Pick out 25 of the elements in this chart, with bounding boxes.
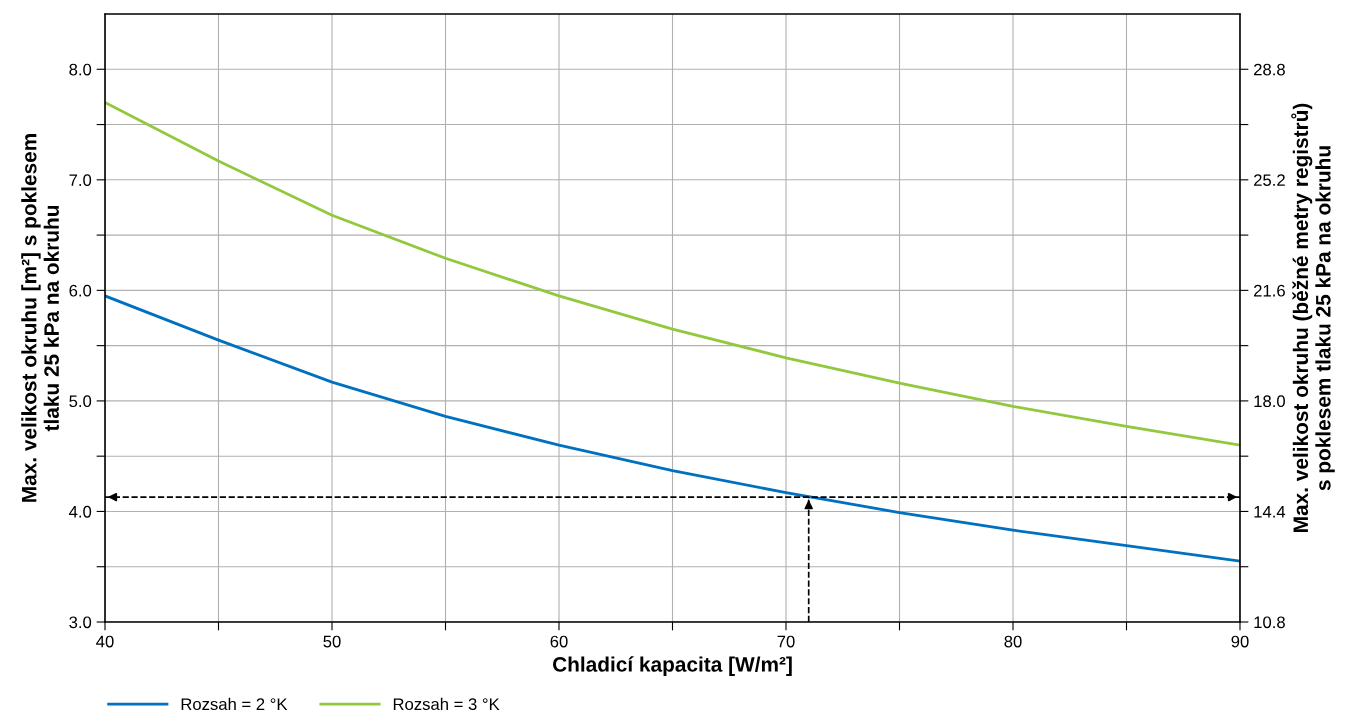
y2-tick-label: 14.4 <box>1254 506 1286 518</box>
y-tick-label: 3.0 <box>69 616 92 629</box>
x-tick-label: 90 <box>1231 635 1249 648</box>
y-tick-label: 8.0 <box>69 63 92 76</box>
y2-tick-label: 25.2 <box>1254 174 1285 187</box>
x-tick-label: 40 <box>96 635 114 648</box>
x-axis-title: Chladicí kapacita [W/m²] <box>552 656 792 676</box>
y-tick-label: 5.0 <box>69 395 92 408</box>
y-tick-label: 4.0 <box>69 505 92 518</box>
y-axis-title: Max. velikost okruhu [m²] s poklesem tlaku 25 kPa na okruhu <box>21 134 59 502</box>
x-tick-label: 60 <box>550 635 568 648</box>
legend-label: Rozsah = 3 °K <box>393 697 500 711</box>
y2-tick-label: 10.8 <box>1254 616 1285 629</box>
y2-axis-title: Max. velikost okruhu (běžné metry registrů) s poklesem tlaku 25 kPa na okruhu <box>1291 103 1335 532</box>
x-tick-label: 50 <box>323 635 341 648</box>
y2-tick-label: 28.8 <box>1254 63 1285 76</box>
y2-tick-label: 18.0 <box>1254 395 1285 408</box>
y-tick-label: 7.0 <box>69 174 92 187</box>
x-tick-label: 80 <box>1004 635 1022 648</box>
line-series <box>105 101 1240 447</box>
line-series <box>105 294 1240 563</box>
y-tick-label: 6.0 <box>69 284 92 297</box>
x-tick-label: 70 <box>777 635 795 648</box>
y2-tick-label: 21.6 <box>1254 284 1285 297</box>
legend-label: Rozsah = 2 °K <box>181 697 288 711</box>
